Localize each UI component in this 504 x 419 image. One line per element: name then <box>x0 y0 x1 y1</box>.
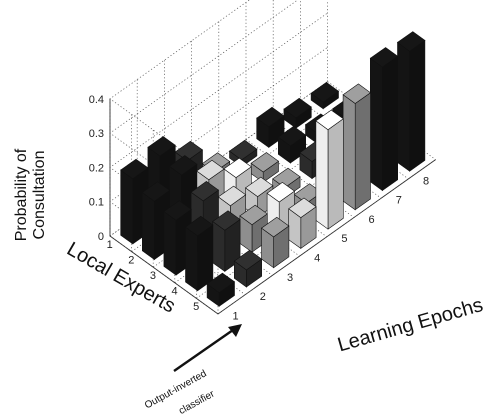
bar-epoch1-expert5 <box>206 272 236 307</box>
expert-tick-label: 4 <box>171 286 177 298</box>
bar-epoch7-expert5 <box>369 47 399 192</box>
bar-epoch6-expert5 <box>342 83 372 211</box>
bar-epoch8-expert1 <box>310 82 340 110</box>
bar-side-face <box>369 57 383 192</box>
bar-top-face <box>206 272 236 293</box>
bar-epoch6-expert1 <box>256 106 285 148</box>
bar-epoch4-expert5 <box>288 197 317 249</box>
z-tick-label: 0.1 <box>89 197 104 209</box>
z-tick-label: 0.2 <box>89 162 104 174</box>
expert-tick-label: 5 <box>193 301 199 313</box>
bar-top-face <box>120 158 149 180</box>
bar-front-face <box>197 224 214 292</box>
bar-top-face <box>315 109 344 131</box>
bar-epoch2-expert4 <box>212 210 241 272</box>
expert-tick-label: 1 <box>107 239 113 251</box>
bar-side-face <box>120 169 134 245</box>
bar-top-face <box>288 197 317 218</box>
bar-epoch2-expert5 <box>233 249 263 288</box>
bar-top-face <box>369 47 399 68</box>
bar-front-face <box>354 92 371 211</box>
bar-epoch7-expert1 <box>283 97 312 129</box>
bar-top-face <box>244 176 274 197</box>
bar-side-face <box>342 94 356 211</box>
arrow-shaft <box>173 329 234 372</box>
annotation-arrow <box>173 324 242 372</box>
bar-top-face <box>168 155 198 176</box>
tick-labels: 0 0.1 0.2 0.3 0.4 1 2 3 4 5 1 2 3 4 5 6 7 8 <box>89 94 429 323</box>
bar-top-face <box>277 125 307 147</box>
epoch-tick-label: 4 <box>314 252 320 264</box>
epoch-tick-label: 8 <box>423 175 429 187</box>
bar-top-face <box>396 31 426 52</box>
bar-top-face <box>239 204 268 226</box>
bar-side-face <box>163 210 177 276</box>
bar-epoch5-expert5 <box>315 109 344 230</box>
bar-top-face <box>233 249 263 271</box>
bar-top-face <box>310 82 340 103</box>
bar-top-face <box>250 152 280 173</box>
arrow-head <box>228 324 242 337</box>
z-axis-title-line1: Probability of <box>13 148 30 241</box>
bar-top-face <box>283 97 312 119</box>
bar-top-face <box>342 83 372 104</box>
bar-side-face <box>397 41 410 172</box>
bar-top-face <box>147 136 176 157</box>
axis-frame <box>109 98 436 315</box>
bar-top-face <box>256 106 285 128</box>
bar-top-face <box>217 185 247 207</box>
bar-epoch8-expert5 <box>396 31 426 172</box>
bar-front-face <box>327 118 344 230</box>
z-tick-label: 0.4 <box>89 94 104 106</box>
bar-top-face <box>228 139 258 161</box>
bar-side-face <box>315 120 329 230</box>
bar-epoch6-expert2 <box>277 125 307 164</box>
z-axis-title-line2: Consultation <box>31 151 48 240</box>
bar-top-face <box>196 159 225 181</box>
bar-top-face <box>266 182 296 203</box>
epoch-tick-label: 3 <box>287 272 293 284</box>
bar-top-face <box>260 216 290 238</box>
bar-top-face <box>141 181 171 202</box>
epoch-axis-title: Learning Epochs <box>335 294 485 357</box>
annotation-line2: classifier <box>177 388 217 417</box>
bar-epoch3-expert5 <box>260 216 290 269</box>
bar-top-face <box>212 210 241 231</box>
bar-epoch1-expert4 <box>184 215 214 292</box>
epoch-tick-label: 1 <box>233 310 239 322</box>
bars-group <box>120 31 426 307</box>
bar-side-face <box>185 226 198 292</box>
z-tick-label: 0 <box>98 231 104 243</box>
bar-side-face <box>142 191 155 261</box>
bar-top-face <box>163 200 192 221</box>
bar-front-face <box>382 55 399 192</box>
bar-top-face <box>190 181 220 202</box>
z-tick-label: 0.3 <box>89 128 104 140</box>
epoch-tick-label: 5 <box>341 233 347 245</box>
expert-tick-label: 3 <box>150 270 156 282</box>
epoch-tick-label: 2 <box>260 291 266 303</box>
bar-top-face <box>223 157 252 178</box>
bar-top-face <box>184 215 214 237</box>
epoch-tick-label: 7 <box>396 195 402 207</box>
expert-tick-label: 2 <box>128 254 134 266</box>
epoch-tick-label: 6 <box>369 214 375 226</box>
bar-front-face <box>409 39 426 172</box>
